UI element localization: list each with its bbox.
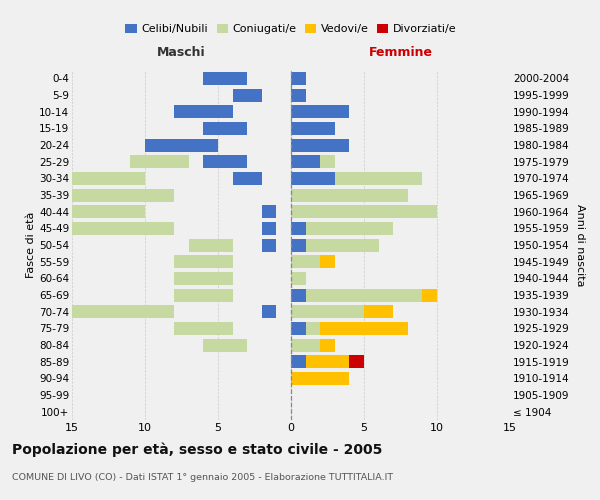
Bar (174, 288, 233, 302)
Bar (203, 155, 247, 168)
Bar (291, 122, 335, 135)
Bar (145, 222, 160, 235)
Bar (305, 355, 349, 368)
Bar (291, 205, 437, 218)
Bar (291, 338, 320, 351)
Bar (28, 172, 145, 185)
Bar (14, 205, 145, 218)
Bar (262, 222, 277, 235)
Bar (174, 105, 233, 118)
Bar (291, 172, 335, 185)
Bar (262, 238, 277, 252)
Bar (203, 338, 247, 351)
Bar (291, 155, 320, 168)
Y-axis label: Fasce di età: Fasce di età (26, 212, 36, 278)
Bar (203, 272, 218, 285)
Bar (291, 288, 305, 302)
Bar (349, 355, 364, 368)
Bar (335, 172, 422, 185)
Bar (364, 305, 393, 318)
Bar (291, 138, 349, 151)
Bar (203, 122, 247, 135)
Bar (262, 205, 277, 218)
Bar (305, 238, 379, 252)
Bar (291, 255, 320, 268)
Bar (116, 205, 130, 218)
Bar (174, 272, 233, 285)
Text: Femmine: Femmine (368, 46, 433, 60)
Bar (291, 72, 305, 85)
Bar (233, 88, 262, 102)
Y-axis label: Anni di nascita: Anni di nascita (575, 204, 585, 286)
Bar (291, 372, 349, 385)
Bar (291, 222, 305, 235)
Bar (320, 255, 335, 268)
Bar (145, 138, 218, 151)
Bar (130, 155, 189, 168)
Bar (174, 322, 233, 335)
Bar (291, 272, 305, 285)
Bar (305, 222, 393, 235)
Bar (203, 255, 218, 268)
Text: COMUNE DI LIVO (CO) - Dati ISTAT 1° gennaio 2005 - Elaborazione TUTTITALIA.IT: COMUNE DI LIVO (CO) - Dati ISTAT 1° genn… (12, 472, 393, 482)
Text: Maschi: Maschi (157, 46, 206, 60)
Legend: Celibi/Nubili, Coniugati/e, Vedovi/e, Divorziati/e: Celibi/Nubili, Coniugati/e, Vedovi/e, Di… (121, 20, 461, 39)
Bar (72, 222, 174, 235)
Bar (422, 288, 437, 302)
Bar (72, 305, 174, 318)
Bar (291, 238, 305, 252)
Bar (305, 322, 320, 335)
Bar (320, 322, 408, 335)
Bar (291, 88, 305, 102)
Bar (174, 255, 233, 268)
Bar (262, 305, 277, 318)
Bar (145, 305, 160, 318)
Bar (305, 288, 422, 302)
Bar (320, 155, 335, 168)
Bar (320, 338, 335, 351)
Bar (291, 305, 364, 318)
Text: Popolazione per età, sesso e stato civile - 2005: Popolazione per età, sesso e stato civil… (12, 442, 382, 457)
Bar (291, 322, 305, 335)
Bar (291, 105, 349, 118)
Bar (291, 188, 408, 202)
Bar (189, 238, 233, 252)
Bar (291, 355, 305, 368)
Bar (203, 72, 247, 85)
Bar (233, 172, 262, 185)
Bar (58, 188, 174, 202)
Bar (218, 338, 233, 351)
